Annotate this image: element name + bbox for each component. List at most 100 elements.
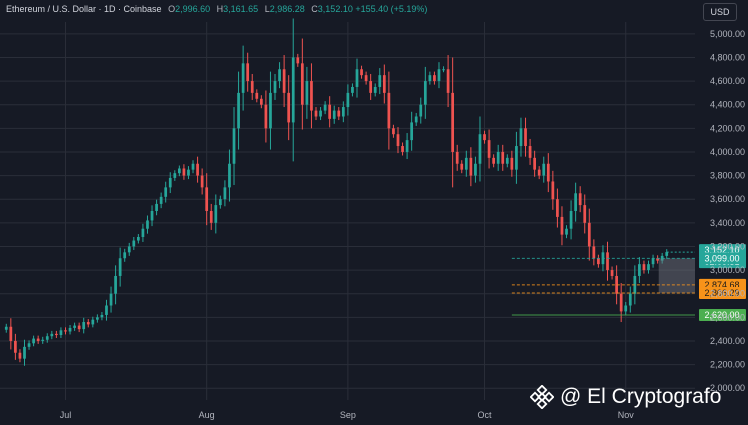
open-label: O	[168, 4, 176, 14]
candle-body	[628, 293, 632, 306]
candle-body	[86, 322, 90, 325]
candle-body	[82, 322, 86, 330]
candle-body	[291, 57, 295, 123]
price-overlays: 3,152.1002:09:313,099.002,874.682,806.29…	[511, 244, 746, 321]
x-tick-label: Oct	[478, 410, 493, 420]
candle-body	[150, 211, 154, 221]
candle-body	[278, 69, 281, 82]
candle-body	[587, 222, 591, 247]
candle-body	[328, 104, 332, 119]
candle-body	[36, 338, 40, 341]
candle-body	[105, 305, 108, 315]
candle-body	[114, 275, 117, 294]
watermark-text: @ El Cryptografo	[560, 385, 722, 408]
candle-body	[460, 163, 464, 170]
candle-body	[32, 338, 35, 344]
candle-body	[77, 325, 81, 330]
candle-body	[146, 220, 149, 229]
candle-body	[665, 252, 669, 256]
currency-button[interactable]: USD	[703, 3, 737, 21]
candle-body	[638, 264, 641, 276]
candle-body	[118, 258, 122, 276]
candle-body	[232, 128, 236, 164]
candle-body	[451, 92, 455, 152]
candle-body	[332, 110, 336, 119]
candle-body	[255, 92, 259, 99]
candle-body	[109, 293, 113, 306]
candle-body	[556, 199, 559, 217]
candle-body	[96, 317, 99, 320]
candle-body	[173, 173, 177, 178]
candle-body	[410, 122, 414, 141]
candle-body	[196, 163, 199, 176]
level-tag-bg	[699, 308, 746, 321]
y-tick-label: 2,400.00	[710, 336, 745, 346]
watermark: @ El Cryptografo	[529, 384, 722, 410]
candle-body	[528, 146, 532, 158]
candle-body	[560, 216, 564, 235]
candle-body	[519, 128, 523, 147]
candle-body	[597, 258, 600, 265]
close-label: C	[311, 4, 318, 14]
candle-body	[496, 151, 500, 164]
candle-body	[346, 92, 350, 108]
candle-body	[9, 326, 13, 341]
candle-body	[401, 146, 404, 152]
candle-body	[73, 325, 76, 328]
candle-body	[542, 163, 546, 176]
candle-body	[642, 264, 646, 271]
candle-body	[187, 169, 190, 176]
candle-body	[487, 140, 491, 158]
candle-body	[14, 340, 17, 353]
candle-body	[100, 314, 104, 318]
candle-body	[223, 187, 227, 200]
candle-body	[27, 343, 31, 347]
y-tick-label: 5,000.00	[710, 29, 745, 39]
candle-body	[250, 81, 254, 93]
candle-body	[569, 211, 573, 229]
candle-body	[137, 236, 140, 241]
candle-body	[41, 339, 45, 341]
candle-body	[546, 163, 550, 182]
candle-body	[515, 146, 518, 170]
level-tag: 3,099.00	[704, 253, 739, 263]
y-tick-label: 4,400.00	[710, 100, 745, 110]
high-label: H	[216, 4, 224, 14]
candle-body	[478, 134, 482, 164]
candle-body	[182, 168, 186, 176]
candle-body	[305, 81, 309, 105]
candle-body	[574, 193, 577, 211]
candle-body	[419, 104, 423, 117]
candle-body	[396, 134, 400, 147]
candle-body	[647, 264, 650, 271]
candle-body	[387, 92, 391, 129]
candle-body	[164, 187, 168, 197]
candle-body	[91, 319, 95, 325]
candle-body	[168, 177, 172, 188]
candle-body	[464, 157, 468, 170]
y-tick-label: 2,800.00	[710, 289, 745, 299]
candle-body	[323, 104, 327, 111]
candle-body	[483, 134, 486, 141]
candle-body	[474, 163, 477, 176]
candle-body	[337, 110, 341, 117]
candle-body	[469, 157, 473, 176]
candle-body	[565, 228, 568, 235]
y-tick-label: 3,200.00	[710, 241, 745, 251]
candle-body	[237, 92, 240, 129]
candle-body	[132, 240, 136, 247]
x-axis: JulAugSepOctNovDec	[60, 410, 634, 420]
candle-body	[492, 157, 496, 164]
candle-body	[656, 258, 659, 261]
candle-body	[155, 203, 158, 211]
open-value: 2,996.60	[175, 4, 211, 14]
candle-body	[382, 75, 386, 93]
candle-body	[218, 199, 222, 206]
current-price-tag: 3,152.10	[704, 245, 739, 255]
y-tick-label: 4,800.00	[710, 52, 745, 62]
candle-body	[537, 169, 541, 176]
candle-body	[214, 205, 218, 223]
candle-body	[241, 63, 245, 93]
level-tag-bg	[699, 286, 746, 299]
